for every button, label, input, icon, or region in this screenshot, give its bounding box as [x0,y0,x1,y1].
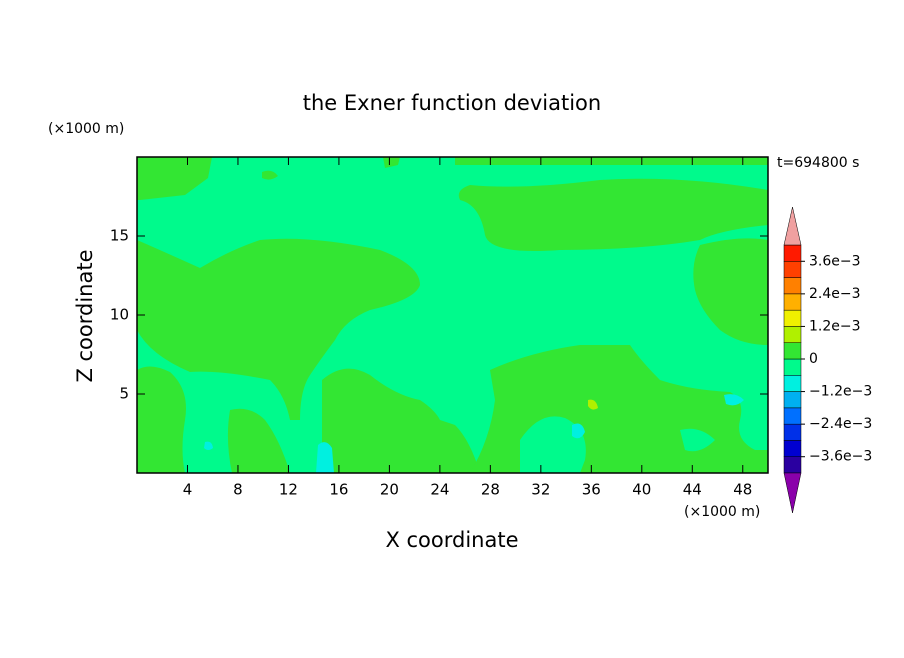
colorbar-box [783,244,802,262]
colorbar-box [783,293,802,311]
colorbar-box [783,261,802,278]
x-tick-label: 16 [329,481,348,499]
colorbar-tick-label: −1.2e−3 [809,384,872,400]
x-axis-label: X coordinate [385,528,518,552]
colorbar-box [783,277,802,295]
colorbar-box [783,342,802,360]
colorbar-box [783,309,802,327]
colorbar-box [783,456,802,474]
y-unit: (×1000 m) [48,121,124,137]
y-tick-label: 5 [119,385,129,403]
colorbar-tick-label: −2.4e−3 [809,416,872,432]
colorbar-over [783,206,802,246]
colorbar-tick-label: 1.2e−3 [809,318,861,334]
x-unit: (×1000 m) [684,504,760,520]
x-tick-label: 20 [380,481,399,499]
x-tick-label: 44 [683,481,702,499]
x-tick-label: 24 [430,481,449,499]
colorbar-tick-label: 2.4e−3 [809,286,861,302]
colorbar-box [783,407,802,425]
x-tick-label: 28 [481,481,500,499]
x-tick-label: 32 [531,481,550,499]
colorbar-box [783,440,802,457]
colorbar-tick-label: 0 [809,351,818,367]
x-tick-label: 8 [233,481,243,499]
colorbar-box [783,326,802,343]
colorbar-tick-label: −3.6e−3 [809,449,872,465]
x-tick-label: 4 [183,481,193,499]
y-tick-label: 15 [110,227,129,245]
colorbar-under [783,472,802,514]
contour-field [137,157,768,473]
colorbar-box [783,375,802,392]
x-tick-label: 12 [279,481,298,499]
colorbar-box [783,358,802,376]
y-axis-label: Z coordinate [73,249,97,382]
y-tick-label: 10 [110,306,129,324]
x-tick-label: 48 [733,481,752,499]
colorbar-tick-label: 3.6e−3 [809,253,861,269]
colorbar-box [783,391,802,409]
x-tick-label: 36 [582,481,601,499]
x-tick-label: 40 [632,481,651,499]
colorbar-box [783,423,802,441]
chart-title: the Exner function deviation [303,91,601,115]
time-label: t=694800 s [777,155,859,171]
